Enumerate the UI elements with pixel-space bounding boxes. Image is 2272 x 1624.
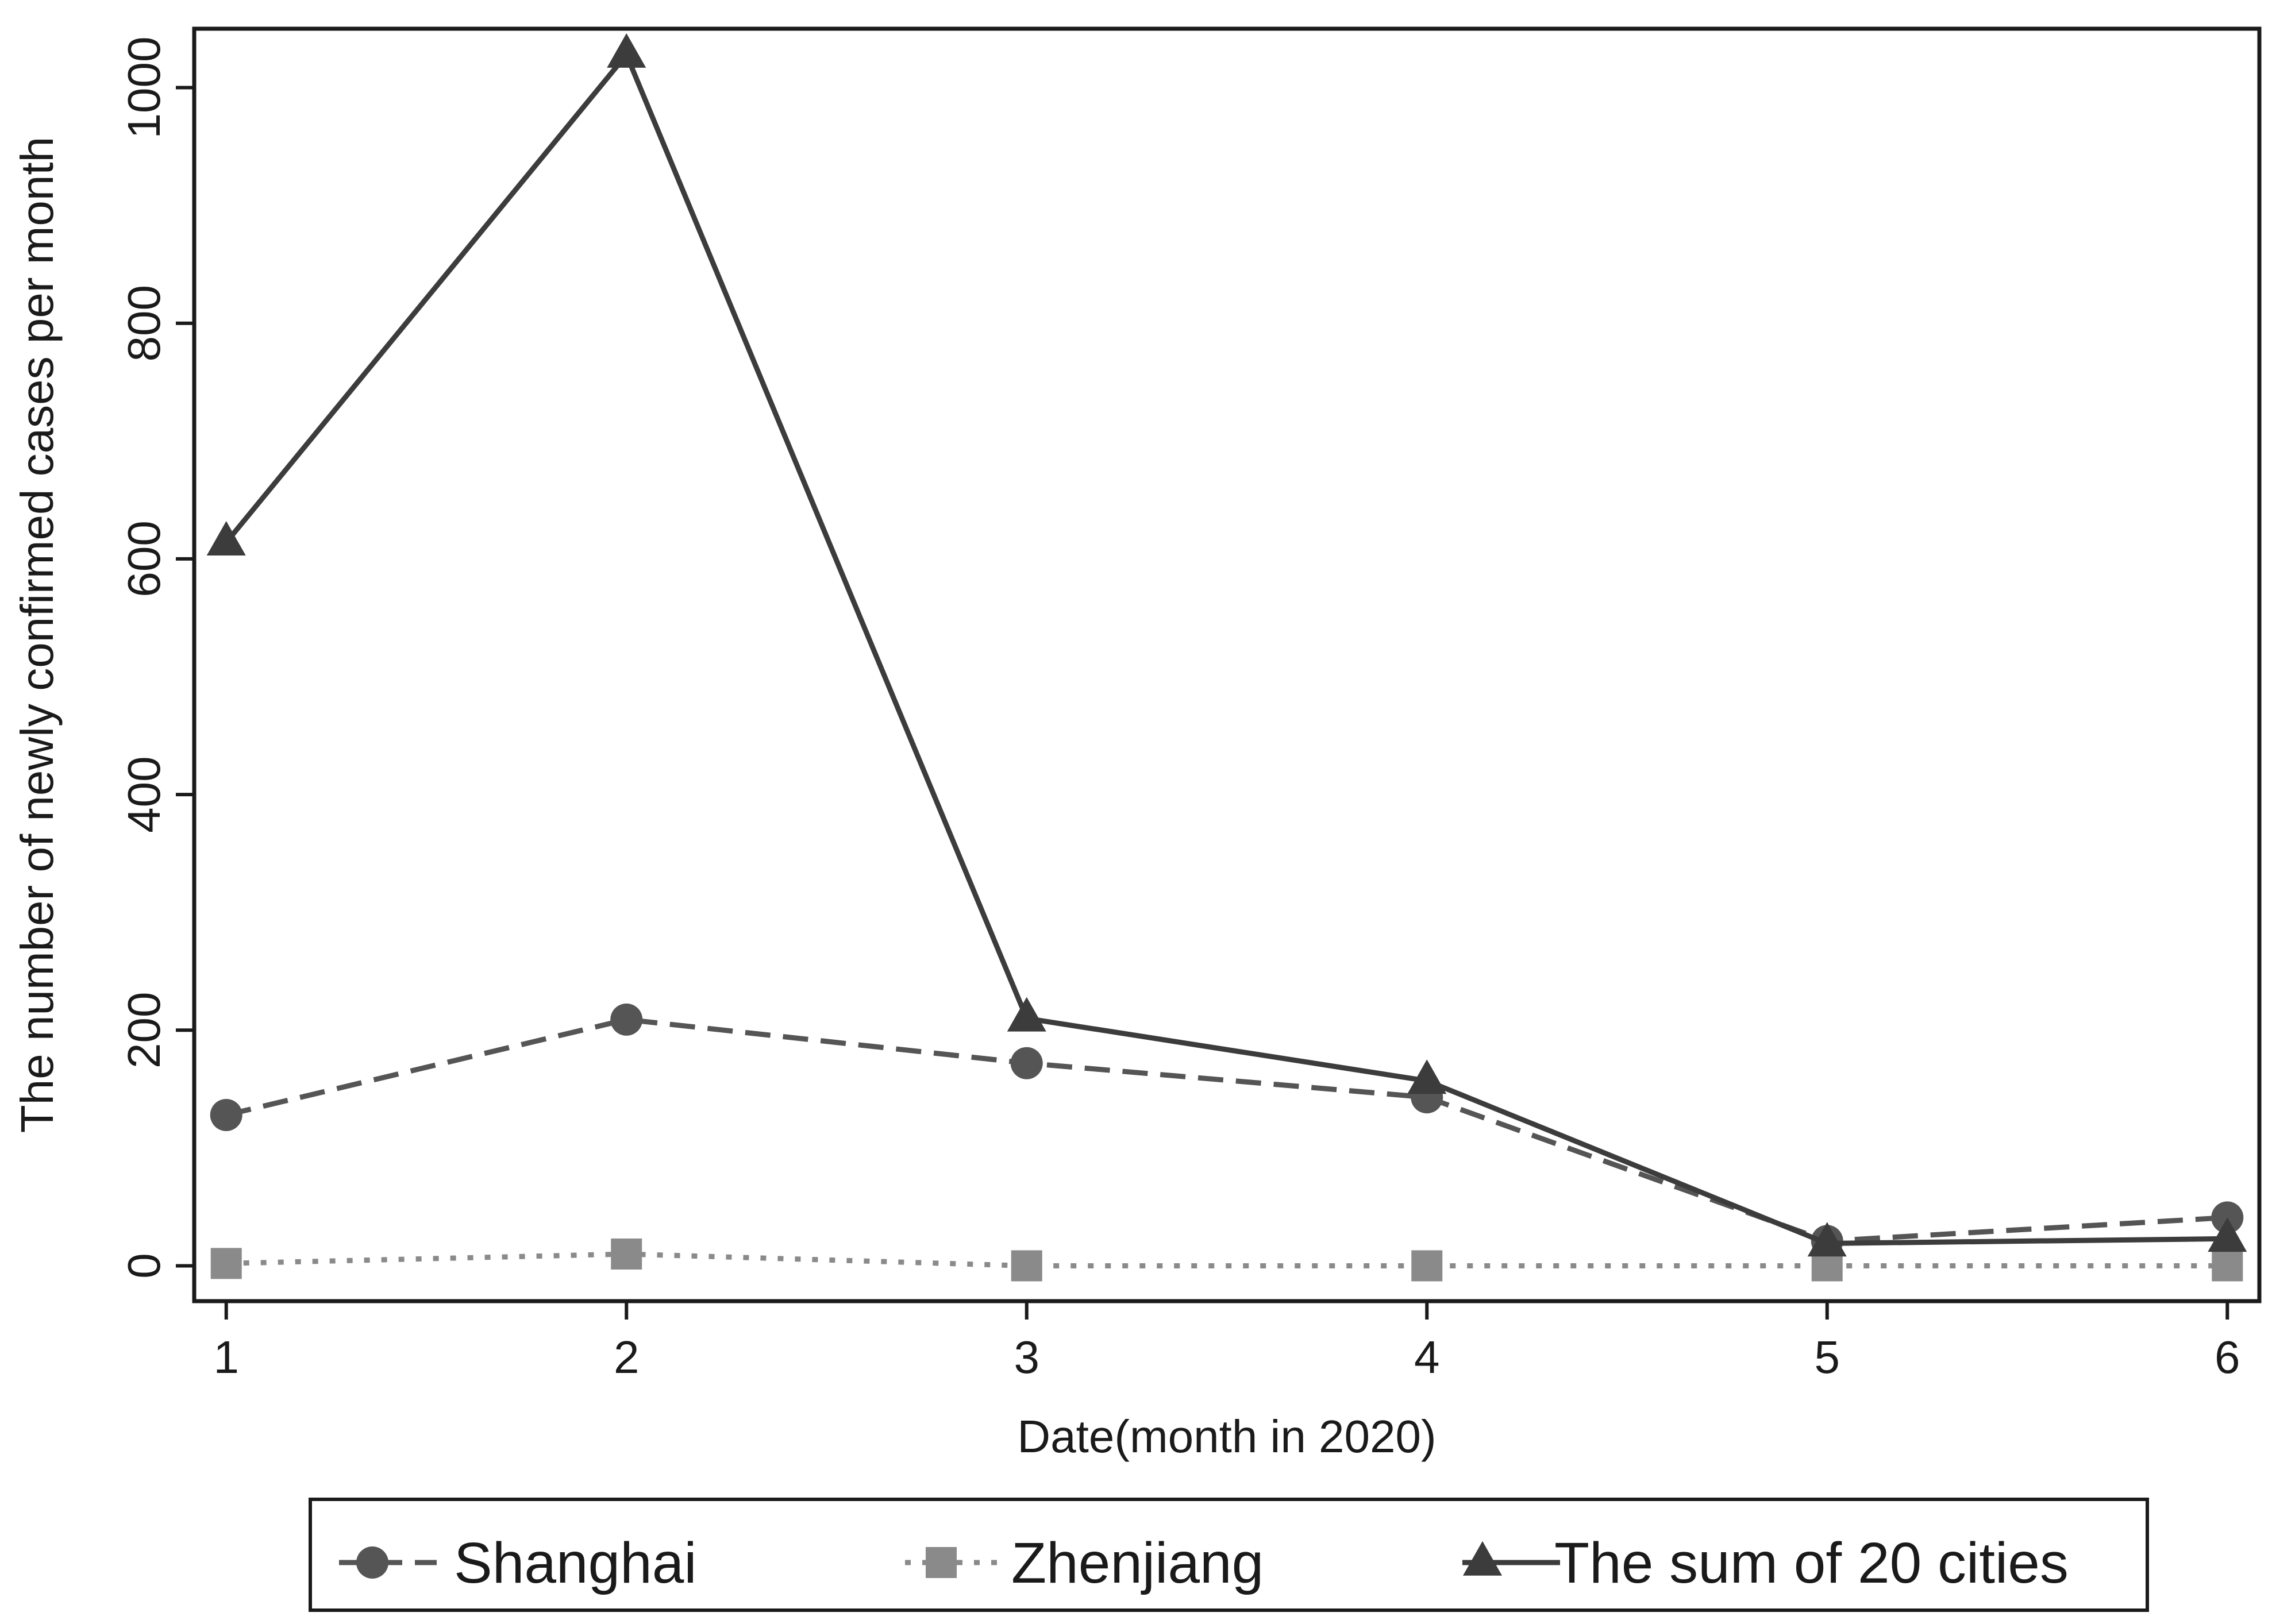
y-tick-label: 0 [118, 1253, 170, 1279]
legend-label-shanghai: Shanghai [454, 1531, 697, 1595]
y-tick-label: 1000 [118, 37, 170, 139]
x-tick-label: 3 [1014, 1332, 1039, 1383]
y-tick-label: 800 [118, 285, 170, 361]
legend: Shanghai Zhenjiang The sum of 20 cities [339, 1531, 2069, 1595]
series-line-shanghai [225, 1017, 2228, 1244]
series-layer [206, 33, 2247, 1282]
point-the-sum-of-20-cities [2208, 1217, 2247, 1252]
x-axis: 1 2 3 4 5 6 [213, 1301, 2240, 1383]
series-line-zhenjiang [226, 1251, 2228, 1268]
legend-label-the-sum-of-20-cities: The sum of 20 cities [1554, 1531, 2069, 1595]
point-zhenjiang [611, 1238, 642, 1270]
y-tick-label: 200 [118, 992, 170, 1068]
legend-marker-the-sum-of-20-cities [1463, 1541, 1502, 1576]
y-tick-label: 600 [118, 520, 170, 597]
point-shanghai [210, 1098, 242, 1131]
series-line-the-sum-of-20-cities [224, 52, 2228, 1247]
x-tick-label: 2 [614, 1332, 640, 1383]
plot-frame [192, 26, 2262, 1303]
point-zhenjiang [1411, 1250, 1443, 1282]
point-zhenjiang [1011, 1250, 1042, 1282]
legend-marker-shanghai [356, 1546, 388, 1579]
legend-marker-zhenjiang [926, 1547, 957, 1578]
legend-label-zhenjiang: Zhenjiang [1011, 1531, 1264, 1595]
point-shanghai [610, 1003, 643, 1036]
y-axis-title: The number of newly confirmed cases per … [11, 137, 63, 1133]
point-the-sum-of-20-cities [206, 521, 246, 556]
point-zhenjiang [2212, 1250, 2243, 1282]
point-zhenjiang [210, 1248, 242, 1279]
x-tick-label: 1 [213, 1332, 239, 1383]
point-the-sum-of-20-cities [1407, 1059, 1447, 1094]
x-tick-label: 6 [2215, 1332, 2240, 1383]
point-the-sum-of-20-cities [1007, 997, 1046, 1032]
x-tick-label: 5 [1815, 1332, 1840, 1383]
point-the-sum-of-20-cities [607, 33, 646, 68]
y-axis: 0 200 400 600 800 1000 [118, 37, 194, 1279]
y-tick-label: 400 [118, 756, 170, 832]
legend-box [309, 1498, 2149, 1612]
x-tick-label: 4 [1414, 1332, 1440, 1383]
x-axis-title: Date(month in 2020) [1017, 1411, 1436, 1462]
point-the-sum-of-20-cities [1807, 1222, 1847, 1257]
point-shanghai [1010, 1047, 1043, 1079]
